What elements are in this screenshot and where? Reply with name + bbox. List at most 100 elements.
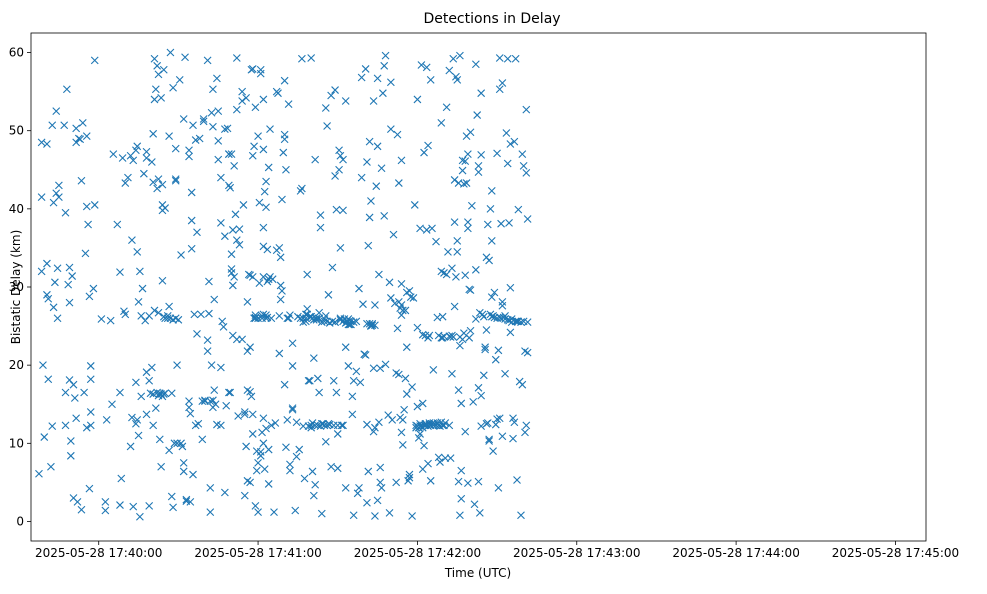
data-point <box>235 240 244 249</box>
data-point <box>185 403 193 412</box>
data-point <box>288 362 297 370</box>
data-point <box>453 237 462 245</box>
data-point <box>449 54 458 63</box>
data-point <box>521 428 529 437</box>
data-point <box>461 271 470 280</box>
y-tick-label: 20 <box>9 358 24 372</box>
data-point <box>313 374 322 383</box>
data-point <box>185 397 193 405</box>
data-point <box>153 184 162 193</box>
data-point <box>64 280 73 289</box>
data-point <box>487 186 496 195</box>
data-point <box>450 176 459 184</box>
data-point <box>187 188 196 197</box>
x-axis: 2025-05-28 17:40:00 2025-05-28 17:41:00 20… <box>35 541 959 560</box>
data-point <box>487 293 496 302</box>
data-point <box>376 463 385 472</box>
data-point <box>227 250 236 259</box>
data-point <box>171 144 180 153</box>
data-point <box>102 415 111 424</box>
data-point <box>369 364 378 373</box>
data-point <box>185 146 193 155</box>
data-point <box>308 467 317 476</box>
data-point <box>85 484 94 493</box>
data-point <box>203 347 212 355</box>
data-point <box>498 79 507 87</box>
data-point <box>82 132 91 141</box>
y-tick-label: 0 <box>16 514 24 528</box>
data-point <box>385 508 394 517</box>
data-point <box>295 445 304 454</box>
data-point <box>85 292 94 301</box>
data-point <box>375 270 383 279</box>
data-point <box>341 343 350 352</box>
data-point <box>210 386 219 395</box>
data-point <box>142 147 151 156</box>
data-point <box>260 187 269 196</box>
data-point <box>151 85 160 94</box>
data-point <box>267 421 276 430</box>
data-point <box>209 396 217 405</box>
data-point <box>283 415 292 424</box>
data-point <box>388 415 397 424</box>
data-point <box>254 458 262 467</box>
data-point <box>408 512 416 520</box>
data-point <box>240 491 249 500</box>
data-point <box>154 175 163 184</box>
data-point <box>133 415 142 424</box>
data-point <box>199 117 208 126</box>
data-point <box>486 204 495 213</box>
data-point <box>402 390 411 398</box>
data-point <box>519 161 528 170</box>
marker-layer <box>35 48 532 521</box>
data-point <box>474 161 483 170</box>
data-point <box>157 93 166 102</box>
data-point <box>150 306 159 315</box>
data-point <box>149 178 158 187</box>
data-point <box>328 263 337 272</box>
data-point <box>259 145 268 154</box>
data-point <box>405 470 414 479</box>
data-point <box>262 177 270 186</box>
data-point <box>220 232 229 241</box>
data-point <box>381 51 390 60</box>
data-point <box>398 306 407 315</box>
data-point <box>276 253 285 262</box>
data-point <box>477 89 486 98</box>
data-point <box>477 422 486 431</box>
data-point <box>197 310 205 319</box>
data-point <box>344 362 353 370</box>
data-point <box>53 314 62 323</box>
data-point <box>331 172 339 180</box>
data-point <box>222 401 231 410</box>
data-point <box>182 495 191 504</box>
data-point <box>238 87 247 96</box>
data-point <box>251 313 260 322</box>
data-point <box>348 392 357 401</box>
data-point <box>189 470 197 479</box>
data-point <box>339 421 347 430</box>
data-point <box>442 103 451 112</box>
data-point <box>224 388 233 397</box>
data-point <box>169 503 177 512</box>
data-point <box>352 317 361 326</box>
data-point <box>256 65 265 74</box>
x-tick-label: 2025-05-28 17:42:00 <box>354 546 481 560</box>
data-point <box>363 498 371 507</box>
data-point <box>135 267 144 276</box>
data-point <box>193 330 201 338</box>
data-point <box>312 314 321 323</box>
data-point <box>238 335 247 344</box>
data-point <box>69 380 78 389</box>
data-point <box>309 491 318 500</box>
data-point <box>270 508 278 516</box>
data-point <box>386 78 395 87</box>
data-point <box>132 378 140 387</box>
data-point <box>371 321 379 330</box>
data-point <box>129 502 138 511</box>
data-point <box>300 474 309 483</box>
data-point <box>271 419 280 427</box>
data-point <box>371 423 379 432</box>
data-point <box>37 138 46 147</box>
data-point <box>227 269 236 277</box>
